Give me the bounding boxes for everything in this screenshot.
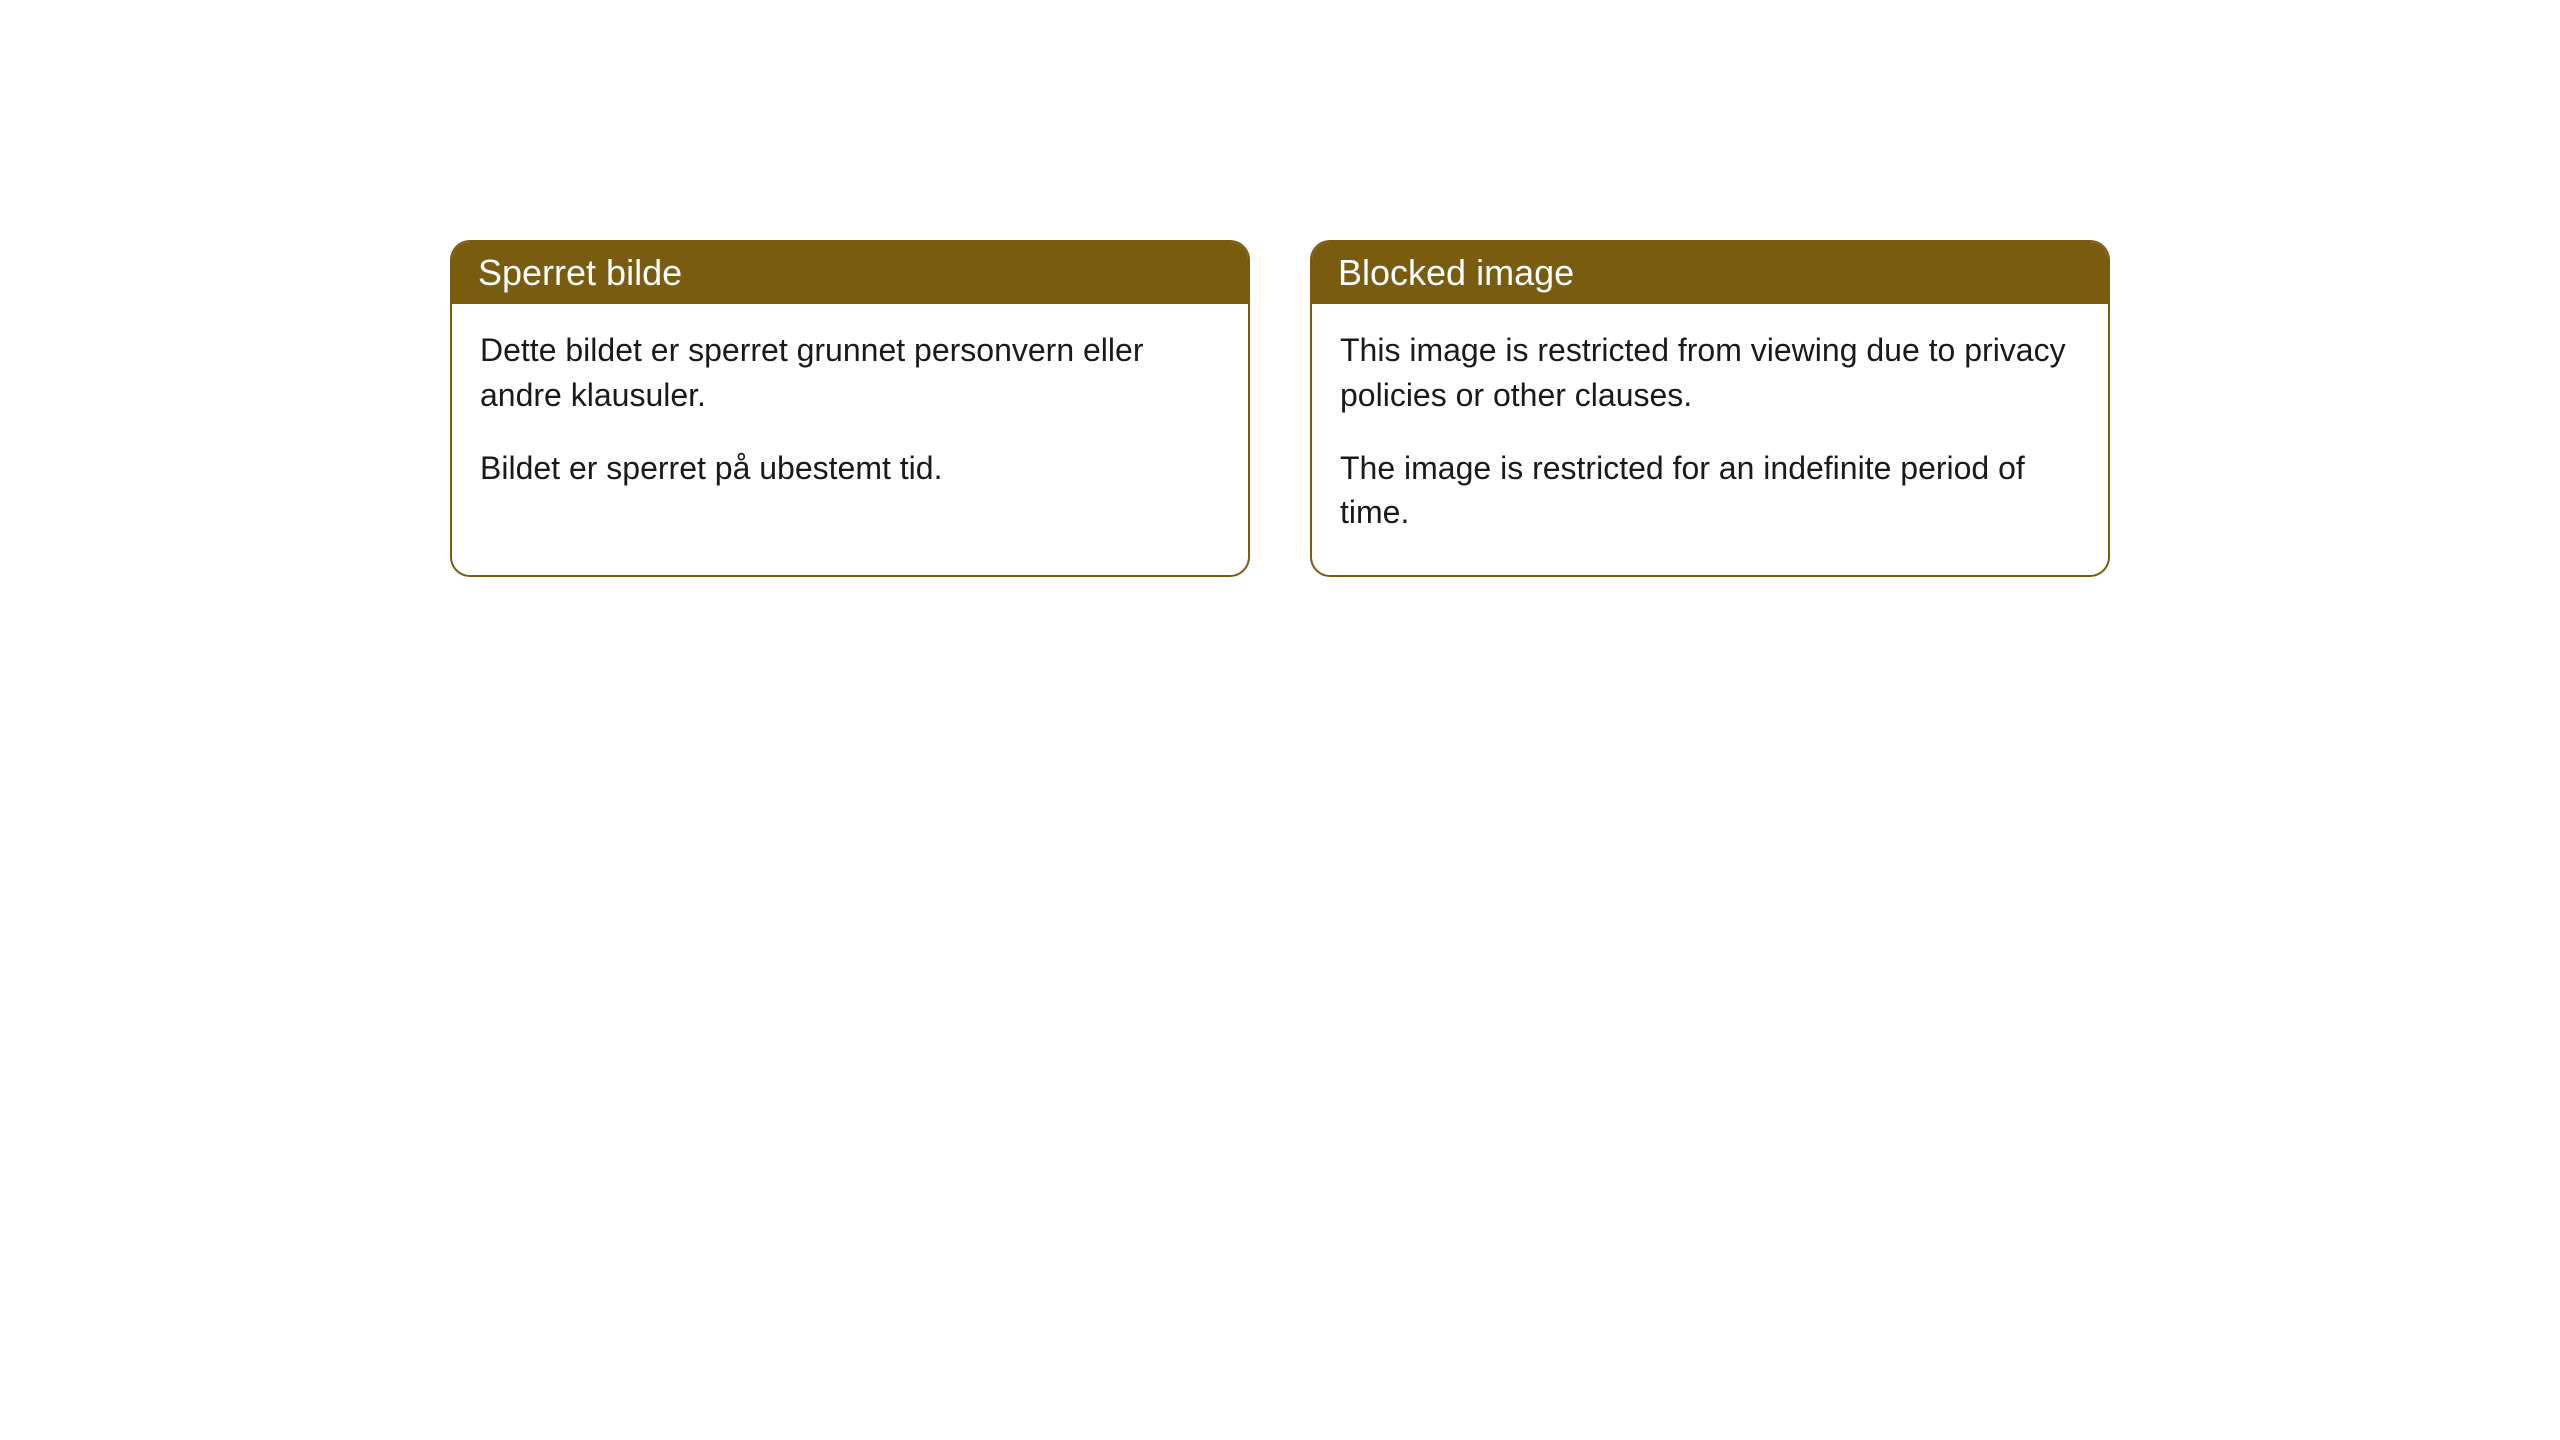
card-header: Blocked image [1312,242,2108,304]
card-title: Blocked image [1338,252,1574,293]
card-paragraph: Dette bildet er sperret grunnet personve… [480,328,1220,418]
card-body: Dette bildet er sperret grunnet personve… [452,304,1248,530]
card-title: Sperret bilde [478,252,682,293]
card-header: Sperret bilde [452,242,1248,304]
card-paragraph: The image is restricted for an indefinit… [1340,446,2080,536]
card-body: This image is restricted from viewing du… [1312,304,2108,575]
card-paragraph: Bildet er sperret på ubestemt tid. [480,446,1220,491]
notice-card-norwegian: Sperret bilde Dette bildet er sperret gr… [450,240,1250,577]
notice-card-english: Blocked image This image is restricted f… [1310,240,2110,577]
notice-cards-container: Sperret bilde Dette bildet er sperret gr… [450,240,2560,577]
card-paragraph: This image is restricted from viewing du… [1340,328,2080,418]
